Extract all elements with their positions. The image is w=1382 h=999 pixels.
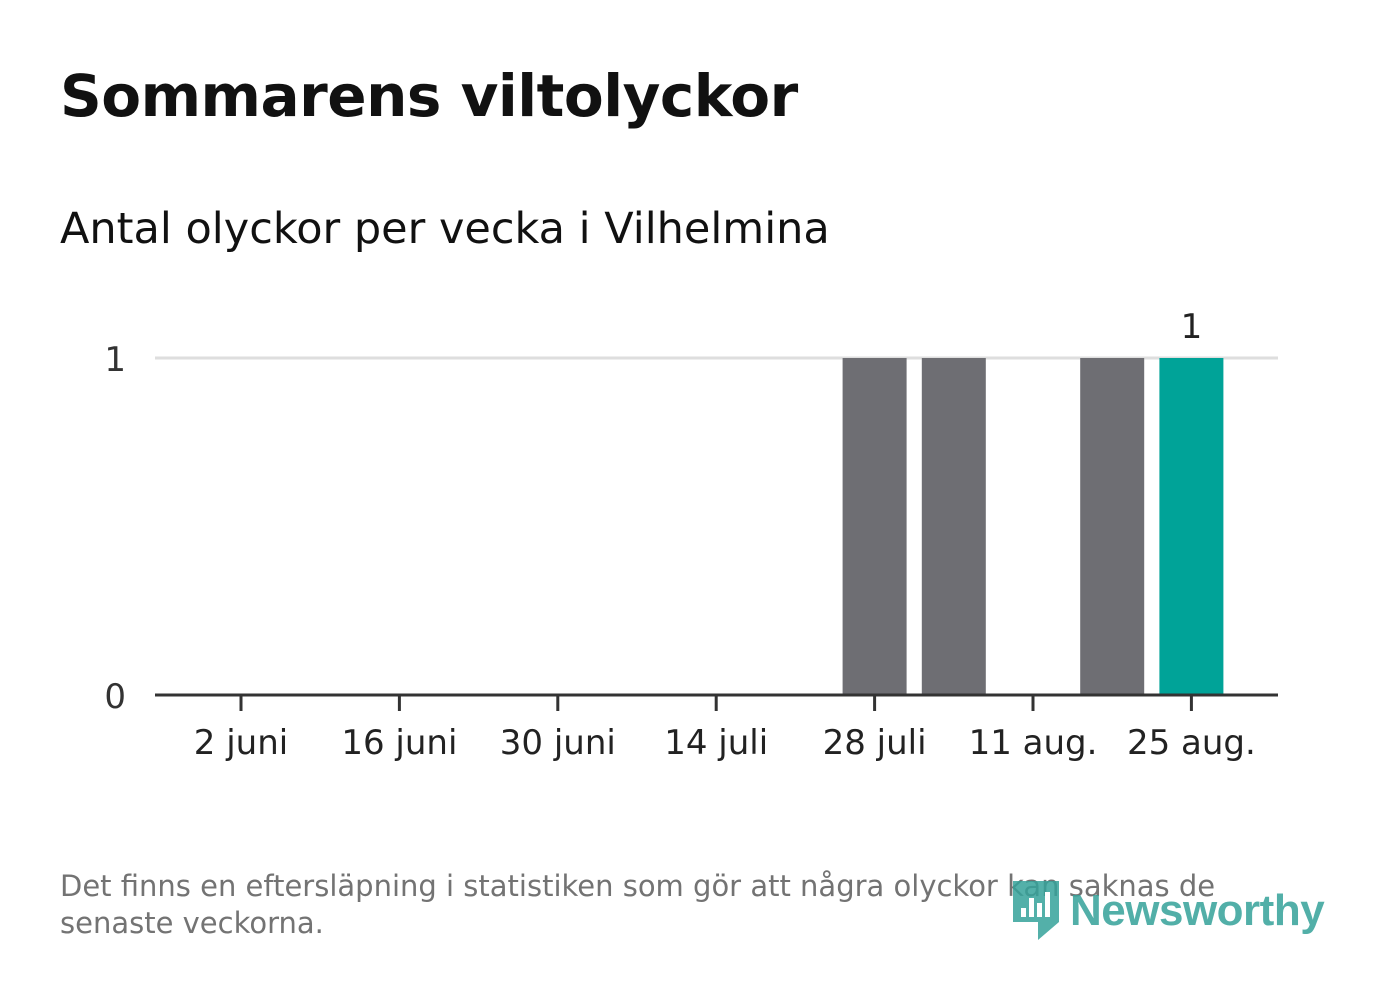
bar-chart: 0 1 2 juni 16 juni 30 juni 14 juli 28 juli 11 a…: [104, 307, 1278, 763]
labels: 0 1 2 juni 16 juni 30 juni 14 juli 28 juli 11 a…: [104, 307, 1255, 763]
x-tick-label: 14 juli: [664, 723, 768, 763]
x-tick-label: 2 juni: [194, 723, 288, 763]
x-tick-label: 11 aug.: [969, 723, 1098, 763]
bar-12: [1159, 358, 1224, 695]
bar-11: [1080, 358, 1145, 695]
chart-title: Sommarens viltolyckor: [60, 62, 798, 130]
bar-8: [842, 358, 907, 695]
x-tick-label: 16 juni: [341, 723, 457, 763]
chart-subtitle: Antal olyckor per vecka i Vilhelmina: [60, 204, 830, 254]
x-tick-label: 30 juni: [500, 723, 616, 763]
x-tick-label: 25 aug.: [1127, 723, 1256, 763]
y-tick-label: 1: [104, 340, 126, 380]
y-tick-label: 0: [104, 677, 126, 717]
bar-9: [921, 358, 986, 695]
data-label: 1: [1181, 307, 1203, 347]
newsworthy-logo-text: Newsworthy: [1070, 886, 1325, 935]
x-tick-label: 28 juli: [823, 723, 927, 763]
axes: [155, 693, 1278, 711]
newsworthy-logo: Newsworthy: [1010, 876, 1325, 946]
bars: [842, 358, 1224, 695]
newsworthy-logo-icon: [1013, 881, 1059, 940]
